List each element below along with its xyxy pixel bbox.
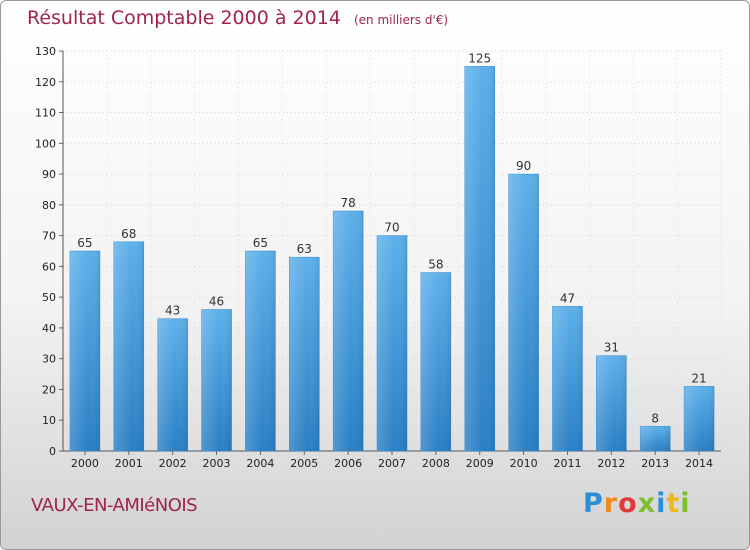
chart-title-row: Résultat Comptable 2000 à 2014 (en milli…: [27, 7, 448, 29]
bar-value-label: 8: [651, 411, 659, 425]
bar-shade: [684, 386, 715, 451]
y-tick-label: 0: [49, 445, 56, 458]
x-tick-label: 2001: [115, 457, 143, 470]
bar-value-label: 70: [384, 221, 399, 235]
y-tick-label: 30: [42, 353, 56, 366]
logo-letter: i: [656, 488, 667, 519]
x-tick-label: 2010: [510, 457, 538, 470]
x-tick-label: 2003: [203, 457, 231, 470]
bar-shade: [157, 318, 188, 451]
bar-value-label: 65: [253, 236, 268, 250]
bar-value-label: 78: [340, 196, 355, 210]
bar-shade: [596, 355, 627, 451]
y-tick-label: 90: [42, 168, 56, 181]
y-tick-label: 10: [42, 414, 56, 427]
logo-letter: r: [603, 488, 619, 519]
bar-value-label: 63: [297, 242, 312, 256]
bars: [69, 66, 715, 452]
labels: 0 10 20 30 40 50 60 70 80 90 100 110 120 130 65 2000 68 2…: [35, 45, 713, 470]
bar-shade: [289, 257, 320, 451]
chart-subtitle: (en milliers d'€): [353, 13, 449, 27]
bar-shade: [113, 241, 144, 451]
x-tick-label: 2006: [334, 457, 362, 470]
bar-shade: [245, 251, 276, 451]
y-tick-label: 80: [42, 199, 56, 212]
x-tick-label: 2013: [641, 457, 669, 470]
bar-value-label: 47: [560, 291, 575, 305]
logo-letter: t: [666, 488, 681, 519]
bar-value-label: 65: [77, 236, 92, 250]
bar-value-label: 68: [121, 227, 136, 241]
proxiti-logo: Proxiti: [583, 488, 691, 519]
bar-value-label: 125: [468, 51, 491, 65]
logo-letter: P: [583, 488, 604, 519]
commune-name: VAUX-EN-AMIéNOIS: [31, 495, 198, 516]
logo-letter: x: [637, 488, 657, 519]
y-tick-label: 110: [35, 107, 56, 120]
bar-value-label: 31: [604, 341, 619, 355]
bar-value-label: 21: [691, 371, 706, 385]
bar-shade: [420, 272, 451, 451]
x-tick-label: 2007: [378, 457, 406, 470]
bar-shade: [552, 306, 583, 451]
bar-shade: [508, 174, 539, 452]
x-tick-label: 2009: [466, 457, 494, 470]
x-tick-label: 2002: [159, 457, 187, 470]
bar-shade: [640, 426, 671, 451]
y-tick-label: 60: [42, 260, 56, 273]
x-tick-label: 2012: [597, 457, 625, 470]
logo-letter: o: [618, 488, 638, 519]
y-tick-label: 70: [42, 230, 56, 243]
x-tick-label: 2008: [422, 457, 450, 470]
y-tick-label: 20: [42, 383, 56, 396]
y-tick-label: 40: [42, 322, 56, 335]
bar-value-label: 43: [165, 304, 180, 318]
bar-shade: [69, 251, 100, 451]
y-tick-label: 100: [35, 137, 56, 150]
chart-title: Résultat Comptable 2000 à 2014: [27, 7, 341, 29]
x-tick-label: 2005: [290, 457, 318, 470]
logo-letter: i: [680, 488, 691, 519]
x-tick-label: 2011: [553, 457, 581, 470]
x-tick-label: 2000: [71, 457, 99, 470]
x-tick-label: 2004: [246, 457, 274, 470]
bar-value-label: 90: [516, 159, 531, 173]
bar-shade: [201, 309, 232, 451]
x-tick-label: 2014: [685, 457, 713, 470]
y-tick-label: 120: [35, 76, 56, 89]
bar-value-label: 58: [428, 258, 443, 272]
bar-shade: [464, 66, 495, 451]
y-tick-label: 50: [42, 291, 56, 304]
y-tick-label: 130: [35, 45, 56, 58]
bar-value-label: 46: [209, 294, 224, 308]
bar-shade: [333, 211, 364, 451]
bar-shade: [377, 235, 407, 451]
